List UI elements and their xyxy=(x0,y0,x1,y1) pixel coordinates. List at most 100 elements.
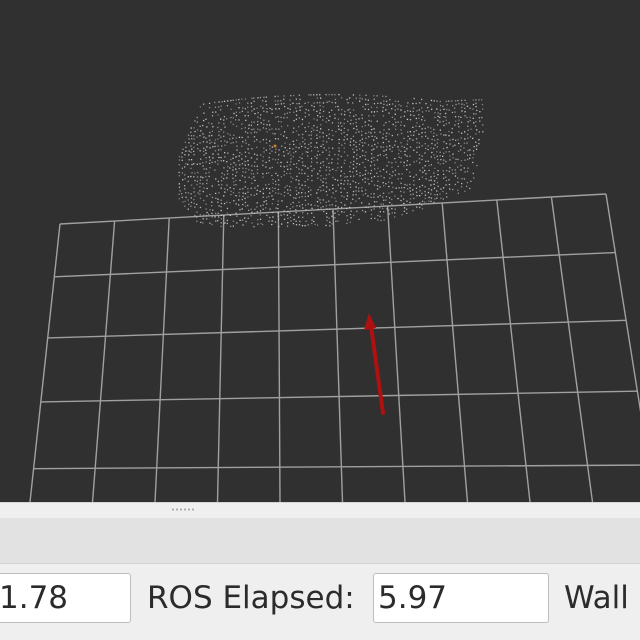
cloud-point xyxy=(301,192,303,194)
cloud-point xyxy=(289,99,291,101)
cloud-point xyxy=(263,96,265,98)
cloud-point xyxy=(206,195,208,197)
cloud-point xyxy=(383,177,385,179)
cloud-point xyxy=(223,195,225,197)
cloud-point xyxy=(361,187,363,189)
cloud-point xyxy=(256,206,258,208)
cloud-point xyxy=(299,187,301,189)
cloud-point xyxy=(256,158,258,160)
cloud-point xyxy=(218,149,220,151)
cloud-point xyxy=(337,122,340,124)
cloud-point xyxy=(415,129,417,132)
ros-time-field[interactable]: 1.78 xyxy=(0,573,131,623)
cloud-point xyxy=(437,124,439,126)
cloud-point xyxy=(230,142,232,144)
cloud-point xyxy=(320,175,322,177)
cloud-point xyxy=(217,198,219,200)
cloud-point xyxy=(193,138,195,140)
cloud-point xyxy=(238,98,240,101)
cloud-point xyxy=(266,196,268,198)
cloud-point xyxy=(376,188,379,190)
scene-canvas[interactable] xyxy=(0,0,640,502)
cloud-point xyxy=(337,184,339,186)
cloud-point xyxy=(422,116,424,118)
panel-splitter[interactable] xyxy=(0,502,640,518)
cloud-point xyxy=(382,203,384,205)
cloud-point xyxy=(256,211,258,213)
cloud-point xyxy=(334,197,336,199)
cloud-point xyxy=(436,108,438,110)
cloud-point xyxy=(349,144,351,146)
cloud-point xyxy=(473,177,475,179)
cloud-point xyxy=(400,182,402,184)
cloud-point xyxy=(304,184,306,187)
cloud-point xyxy=(265,184,267,186)
cloud-point xyxy=(452,172,454,175)
cloud-point xyxy=(181,193,183,195)
cloud-point xyxy=(257,128,259,130)
cloud-point xyxy=(406,200,408,202)
cloud-point xyxy=(284,142,286,144)
cloud-point xyxy=(262,107,264,109)
cloud-point xyxy=(265,207,267,209)
cloud-point xyxy=(245,119,247,121)
cloud-point xyxy=(238,167,240,170)
cloud-point xyxy=(292,156,294,158)
cloud-point xyxy=(443,159,445,161)
cloud-point xyxy=(229,202,231,204)
cloud-point xyxy=(335,190,337,192)
splitter-grip-icon[interactable] xyxy=(171,508,195,511)
3d-render-viewport[interactable] xyxy=(0,0,640,502)
cloud-point xyxy=(253,108,255,110)
cloud-point xyxy=(260,122,262,124)
cloud-point xyxy=(419,162,421,164)
cloud-point xyxy=(206,218,208,220)
cloud-point xyxy=(295,179,297,181)
cloud-point xyxy=(251,211,253,213)
cloud-point xyxy=(272,182,274,184)
cloud-point xyxy=(464,99,466,101)
cloud-point xyxy=(280,125,283,128)
cloud-point xyxy=(253,100,255,102)
cloud-point xyxy=(263,110,265,112)
cloud-point xyxy=(416,206,418,208)
cloud-point xyxy=(226,222,228,225)
cloud-point xyxy=(421,176,424,178)
cloud-point xyxy=(275,172,277,175)
cloud-point xyxy=(394,100,397,102)
cloud-point xyxy=(361,142,363,144)
cloud-point xyxy=(212,153,214,155)
cloud-point xyxy=(260,222,262,225)
cloud-point xyxy=(371,153,373,155)
cloud-point xyxy=(406,148,408,150)
cloud-point xyxy=(223,123,225,125)
cloud-point xyxy=(373,193,375,195)
cloud-point xyxy=(214,150,217,152)
cloud-point xyxy=(286,116,288,119)
cloud-point xyxy=(430,104,432,106)
cloud-point xyxy=(226,212,229,214)
cloud-point xyxy=(338,142,340,144)
cloud-point xyxy=(352,163,354,166)
cloud-point xyxy=(383,155,385,157)
cloud-point xyxy=(325,205,327,207)
cloud-point xyxy=(266,111,268,113)
ros-elapsed-field[interactable]: 5.97 xyxy=(373,573,549,623)
cloud-point xyxy=(442,187,445,189)
cloud-point xyxy=(421,136,423,138)
cloud-point xyxy=(307,167,309,169)
cloud-point xyxy=(226,177,228,179)
cloud-point xyxy=(373,128,375,130)
cloud-point xyxy=(220,156,222,159)
cloud-point xyxy=(458,126,460,128)
cloud-point xyxy=(454,107,456,109)
cloud-point xyxy=(409,190,411,192)
cloud-point xyxy=(235,179,237,182)
cloud-point xyxy=(325,169,327,171)
cloud-point xyxy=(367,103,369,106)
cloud-point xyxy=(362,174,364,176)
cloud-point xyxy=(466,154,469,156)
cloud-point xyxy=(421,98,423,101)
cloud-point xyxy=(323,210,325,213)
cloud-point xyxy=(274,187,276,190)
